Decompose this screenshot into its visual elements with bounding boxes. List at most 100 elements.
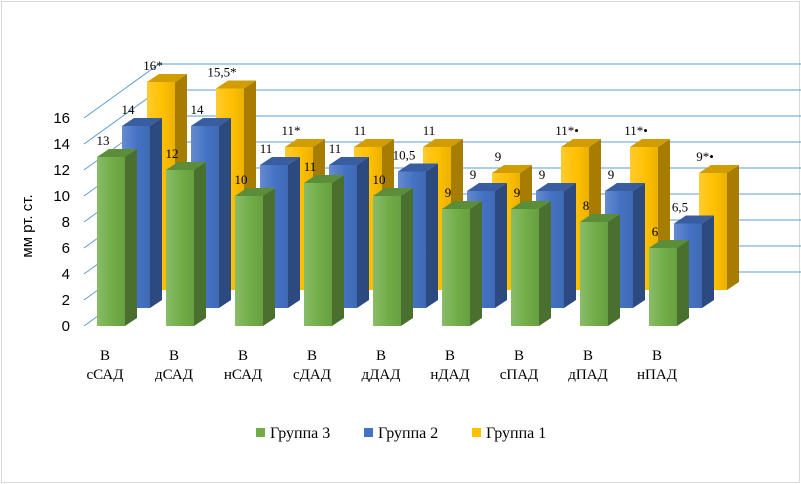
data-label: 10 [373,172,386,187]
bar-side [495,183,507,308]
y-tick-label: 2 [62,292,70,309]
data-label: 14 [122,102,136,117]
data-label: 9 [495,149,502,164]
bar-top [580,214,620,222]
data-label: 11 [304,159,317,174]
bar-side [727,165,739,290]
bar-top [191,118,231,126]
bar-top [285,139,325,147]
data-label: 9 [514,185,521,200]
bar-side [219,118,231,308]
bar-top [354,139,394,147]
bar-top [674,215,714,224]
bar-side [125,149,137,326]
legend-swatch [256,428,265,437]
bar-side [332,175,344,326]
bar-top [605,183,645,191]
bar-side [401,188,413,326]
data-label: 11 [354,123,367,138]
bars: 9*• 11*• 11*• 9 11 11 11* 15,5* 16* 6,5 9 9 9 10,5 11 1… [97,58,739,326]
bar-side [426,163,438,308]
legend-swatch [364,428,373,437]
bar-top [304,175,344,183]
bar-группа-3-6: 9 [442,185,482,326]
data-label: 10,5 [393,148,416,163]
y-tick-label: 16 [53,110,70,127]
data-label: 11*• [555,123,579,138]
y-tick-label: 12 [53,162,70,179]
bar-front [166,170,194,326]
bar-группа-3-7: 9 [511,185,551,326]
data-label: 16* [143,58,163,73]
bar-front [511,209,539,326]
bar-top [536,183,576,191]
bar-top [216,80,256,89]
data-label: 11 [260,141,273,156]
bar-front [442,209,470,326]
bar-top [398,163,438,172]
bar-top [442,201,482,209]
data-label: 12 [166,146,179,161]
data-label: 9*• [696,149,714,164]
data-label: 11 [423,123,436,138]
bar-side [677,240,689,326]
bar-side [263,188,275,326]
data-label: 14 [191,102,205,117]
bar-side [633,183,645,308]
bar-top [630,139,670,147]
bar-side [702,215,714,308]
bar-side [150,118,162,308]
bar-side [357,157,369,308]
legend-label: Группа 3 [270,425,330,442]
bar-front [304,183,332,326]
legend: Группа 3 Группа 2 Группа 1 [256,425,546,442]
bar-front [97,157,125,326]
bar-группа-3-4: 11 [304,159,344,326]
data-label: 9 [445,185,452,200]
bar-top [260,157,300,165]
data-label: 9 [608,167,615,182]
bar-side [194,162,206,326]
bar-top [122,118,162,126]
data-label: 6 [652,224,659,239]
bar-top [423,139,463,147]
bar-side [564,183,576,308]
y-tick-label: 4 [62,266,70,283]
data-label: 15,5* [207,65,236,80]
bar-top [649,240,689,248]
bar-группа-3-5: 10 [373,172,413,326]
bar-top [329,157,369,165]
bar-группа-3-3: 10 [235,172,275,326]
y-axis-label: мм рт. ст. [19,194,36,257]
bar-front [373,196,401,326]
legend-label: Группа 2 [378,425,438,442]
bar-группа-3-9: 6 [649,224,689,326]
y-tick-label: 6 [62,240,70,257]
bar-top [492,165,532,173]
bar-top [373,188,413,196]
bar-top [97,149,137,157]
data-label: 9 [470,167,477,182]
y-tick-label: 14 [53,136,70,153]
bar-top [511,201,551,209]
bar-front [235,196,263,326]
data-label: 6,5 [672,200,688,215]
bar-группа-3-2: 12 [166,146,206,326]
bar-группа-3-8: 8 [580,198,620,326]
gridline-8 [83,63,801,119]
data-label: 11*• [624,123,648,138]
data-label: 11* [281,123,300,138]
bar-top [467,183,507,191]
bar-группа-3-1: 13 [97,133,137,326]
data-label: 11 [329,141,342,156]
data-label: 13 [97,133,110,148]
